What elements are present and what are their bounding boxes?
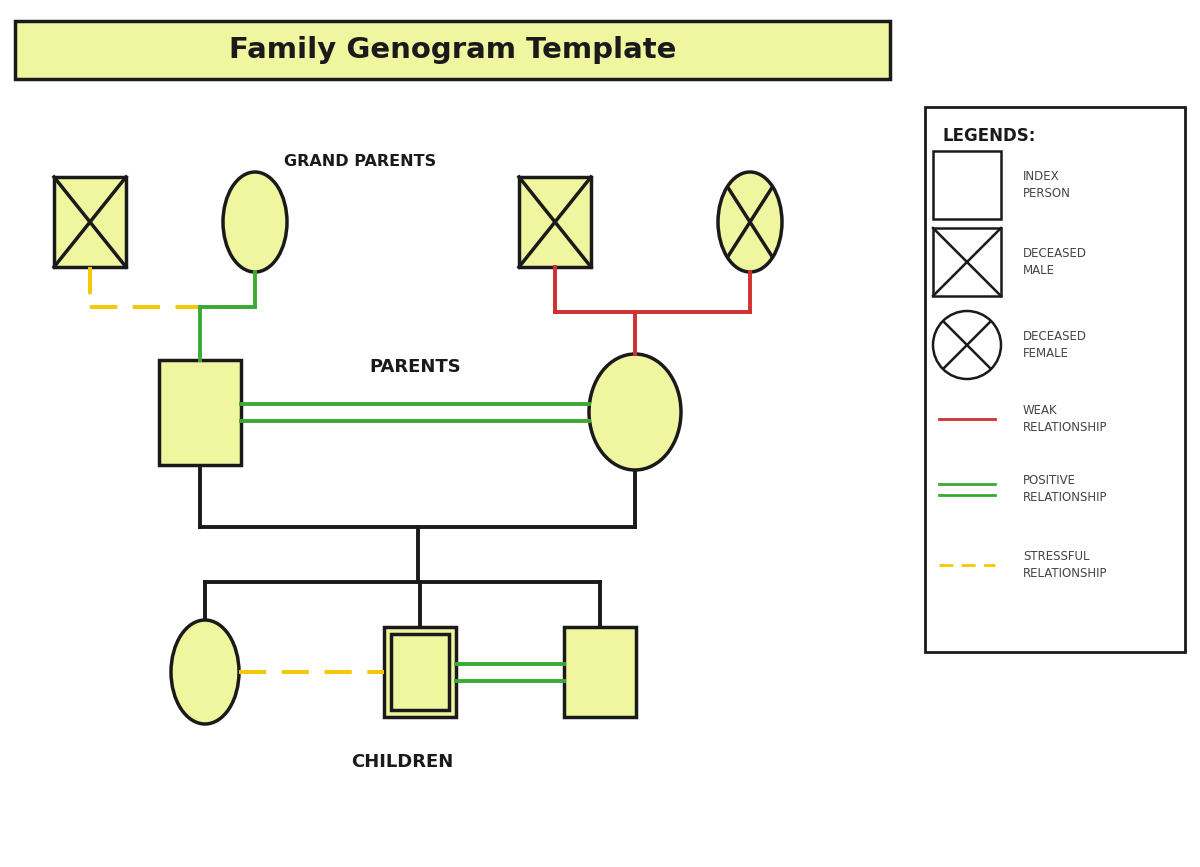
Bar bbox=[934, 151, 1001, 219]
Bar bbox=[14, 21, 890, 79]
Text: INDEX
PERSON: INDEX PERSON bbox=[1022, 170, 1070, 199]
Bar bbox=[564, 627, 636, 717]
Text: Family Genogram Template: Family Genogram Template bbox=[229, 36, 676, 64]
Bar bbox=[158, 360, 241, 465]
Text: POSITIVE
RELATIONSHIP: POSITIVE RELATIONSHIP bbox=[1022, 474, 1108, 504]
Text: WEAK
RELATIONSHIP: WEAK RELATIONSHIP bbox=[1022, 404, 1108, 434]
Text: CHILDREN: CHILDREN bbox=[352, 753, 454, 771]
Text: LEGENDS:: LEGENDS: bbox=[943, 127, 1037, 145]
Bar bbox=[384, 627, 456, 717]
Ellipse shape bbox=[589, 354, 682, 470]
Ellipse shape bbox=[223, 172, 287, 272]
Text: STRESSFUL
RELATIONSHIP: STRESSFUL RELATIONSHIP bbox=[1022, 551, 1108, 580]
Text: PARENTS: PARENTS bbox=[370, 358, 461, 376]
Bar bbox=[54, 177, 126, 267]
Ellipse shape bbox=[170, 620, 239, 724]
Bar bbox=[520, 177, 592, 267]
Bar bbox=[391, 634, 449, 710]
Ellipse shape bbox=[934, 311, 1001, 379]
Text: GRAND PARENTS: GRAND PARENTS bbox=[284, 154, 436, 170]
Text: DECEASED
MALE: DECEASED MALE bbox=[1022, 247, 1087, 277]
Ellipse shape bbox=[718, 172, 782, 272]
Bar bbox=[934, 228, 1001, 296]
Bar bbox=[925, 107, 1186, 652]
Text: DECEASED
FEMALE: DECEASED FEMALE bbox=[1022, 330, 1087, 360]
